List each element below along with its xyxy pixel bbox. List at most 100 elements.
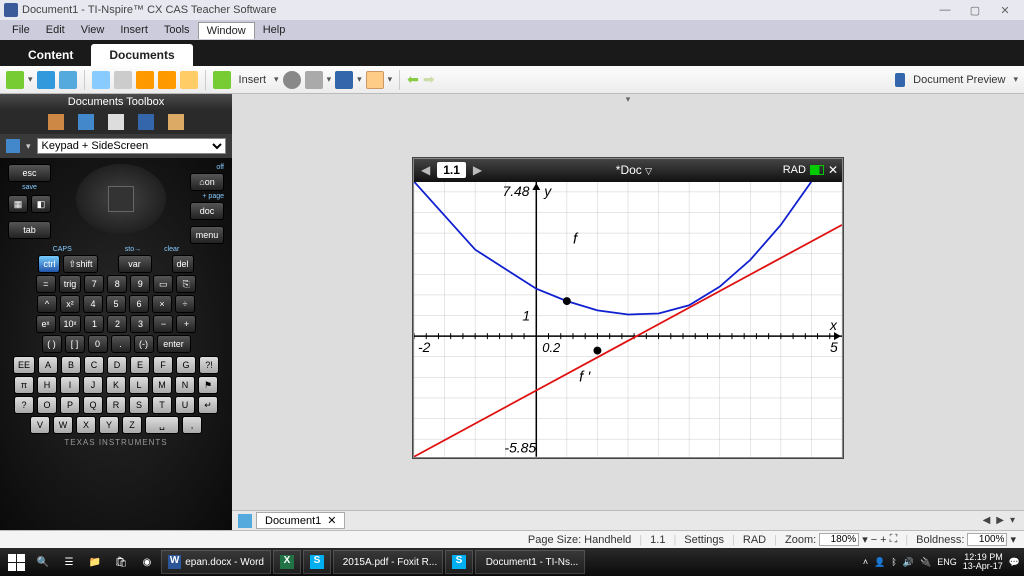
- next-arrow-icon[interactable]: ➡: [423, 71, 435, 88]
- tool-calc-icon[interactable]: [108, 114, 124, 130]
- layout-icon[interactable]: [366, 71, 384, 89]
- key-10x[interactable]: 10ˣ: [59, 315, 82, 333]
- tray-up-icon[interactable]: ˄: [863, 557, 868, 567]
- key-2[interactable]: 2: [107, 315, 127, 333]
- prev-arrow-icon[interactable]: ⬅: [407, 71, 419, 88]
- explorer-icon[interactable]: 📁: [83, 550, 107, 574]
- key-ctrl[interactable]: ctrl: [38, 255, 60, 273]
- keypad-select[interactable]: Keypad + SideScreen: [37, 138, 226, 154]
- start-button[interactable]: [4, 550, 29, 574]
- var-icon[interactable]: [283, 71, 301, 89]
- collapse-handle[interactable]: ▾: [232, 94, 1024, 105]
- handheld-icon[interactable]: [335, 71, 353, 89]
- key-7[interactable]: 7: [84, 275, 104, 293]
- key-pow[interactable]: ^: [37, 295, 57, 313]
- key-mul[interactable]: ×: [152, 295, 172, 313]
- status-page[interactable]: 1.1: [650, 534, 665, 546]
- task-skype1[interactable]: S: [303, 550, 331, 574]
- task-skype2[interactable]: S: [445, 550, 473, 574]
- undo-icon[interactable]: [92, 71, 110, 89]
- notifications-icon[interactable]: 💬: [1009, 557, 1020, 568]
- key-del[interactable]: del: [172, 255, 194, 273]
- tool-wrench-icon[interactable]: [48, 114, 64, 130]
- page-next-icon[interactable]: ▶: [470, 163, 485, 177]
- tool-book-icon[interactable]: [138, 114, 154, 130]
- tool-library-icon[interactable]: [168, 114, 184, 130]
- key-doc[interactable]: doc: [190, 202, 224, 220]
- key-add[interactable]: +: [176, 315, 196, 333]
- camera-icon[interactable]: [305, 71, 323, 89]
- key-9[interactable]: 9: [130, 275, 150, 293]
- task-view-icon[interactable]: ☰: [57, 550, 81, 574]
- key-scratch[interactable]: ▦: [8, 195, 28, 213]
- menu-window[interactable]: Window: [198, 22, 255, 39]
- page-prev-icon[interactable]: ◀: [418, 163, 433, 177]
- task-excel[interactable]: X: [273, 550, 301, 574]
- save-icon[interactable]: [59, 71, 77, 89]
- key-3[interactable]: 3: [130, 315, 150, 333]
- menu-edit[interactable]: Edit: [38, 22, 73, 38]
- key-esc[interactable]: esc: [8, 164, 51, 182]
- tab-prev-icon[interactable]: ◀: [980, 515, 994, 526]
- key-catalog[interactable]: ⎘: [176, 275, 196, 293]
- key-5[interactable]: 5: [106, 295, 126, 313]
- copy-icon[interactable]: [158, 71, 176, 89]
- open-icon[interactable]: [37, 71, 55, 89]
- key-ex[interactable]: eˣ: [36, 315, 56, 333]
- menu-insert[interactable]: Insert: [112, 22, 156, 38]
- tab-documents[interactable]: Documents: [91, 44, 192, 66]
- doc-preview-label[interactable]: Document Preview: [909, 74, 1009, 86]
- status-settings[interactable]: Settings: [684, 534, 724, 546]
- system-tray[interactable]: ˄ 👤 ᛒ 🔊 🔌 ENG 12:19 PM13-Apr-17 💬: [863, 553, 1020, 571]
- key-trig[interactable]: trig: [59, 275, 82, 293]
- tray-people-icon[interactable]: 👤: [874, 557, 885, 568]
- close-icon[interactable]: ✕: [828, 163, 838, 177]
- dpad[interactable]: [76, 164, 166, 234]
- close-button[interactable]: ✕: [990, 4, 1020, 17]
- tab-content[interactable]: Content: [10, 44, 91, 66]
- key-sub[interactable]: −: [153, 315, 173, 333]
- key-div[interactable]: ÷: [175, 295, 195, 313]
- doc-name[interactable]: *Doc ▽: [485, 163, 783, 177]
- key-8[interactable]: 8: [107, 275, 127, 293]
- key-shift[interactable]: ⇧shift: [63, 255, 97, 273]
- tab-close-icon[interactable]: ✕: [327, 514, 336, 527]
- key-tab[interactable]: tab: [8, 221, 51, 239]
- key-on[interactable]: ⌂on: [190, 173, 224, 191]
- menu-help[interactable]: Help: [255, 22, 294, 38]
- menu-file[interactable]: File: [4, 22, 38, 38]
- key-brace[interactable]: [ ]: [65, 335, 85, 353]
- tray-net-icon[interactable]: 🔌: [920, 557, 931, 568]
- key-neg[interactable]: (-): [134, 335, 154, 353]
- minimize-button[interactable]: —: [930, 4, 960, 16]
- zoom-out-icon[interactable]: −: [871, 534, 877, 546]
- key-0[interactable]: 0: [88, 335, 108, 353]
- key-touch[interactable]: ◧: [31, 195, 51, 213]
- key-ee[interactable]: EE: [13, 356, 35, 374]
- zoom-in-icon[interactable]: +: [880, 534, 886, 546]
- tab-menu-icon[interactable]: ▾: [1007, 515, 1018, 526]
- key-6[interactable]: 6: [129, 295, 149, 313]
- add-page-icon[interactable]: [213, 71, 231, 89]
- tray-lang[interactable]: ENG: [937, 557, 957, 567]
- search-icon[interactable]: 🔍: [31, 550, 55, 574]
- tab-next-icon[interactable]: ▶: [993, 515, 1007, 526]
- boldness-input[interactable]: [967, 533, 1007, 546]
- task-foxit[interactable]: 2015A.pdf - Foxit R...: [333, 550, 443, 574]
- paste-icon[interactable]: [180, 71, 198, 89]
- cut-icon[interactable]: [136, 71, 154, 89]
- key-templ[interactable]: ▭: [153, 275, 173, 293]
- tool-pages-icon[interactable]: [78, 114, 94, 130]
- key-x2[interactable]: x²: [60, 295, 80, 313]
- key-1[interactable]: 1: [84, 315, 104, 333]
- zoom-input[interactable]: [819, 533, 859, 546]
- key-paren[interactable]: ( ): [42, 335, 62, 353]
- key-4[interactable]: 4: [83, 295, 103, 313]
- key-eq[interactable]: =: [36, 275, 56, 293]
- page-number[interactable]: 1.1: [437, 162, 466, 178]
- clock[interactable]: 12:19 PM13-Apr-17: [963, 553, 1003, 571]
- task-tinspire[interactable]: Document1 - TI-Ns...: [475, 550, 585, 574]
- redo-icon[interactable]: [114, 71, 132, 89]
- maximize-button[interactable]: ▢: [960, 4, 990, 17]
- task-word[interactable]: Wepan.docx - Word: [161, 550, 271, 574]
